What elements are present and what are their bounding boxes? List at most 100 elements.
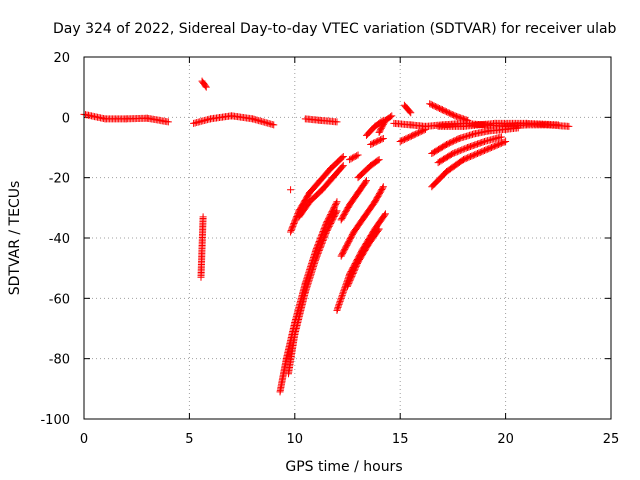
y-tick-label: -60	[49, 292, 70, 307]
data-point	[319, 237, 327, 245]
data-point	[458, 146, 466, 154]
data-point	[338, 163, 346, 171]
data-point	[287, 186, 295, 194]
data-point	[421, 125, 429, 133]
data-point	[315, 248, 323, 256]
data-point	[453, 148, 461, 156]
data-point	[336, 297, 344, 305]
data-point	[514, 124, 522, 132]
data-point	[337, 296, 345, 304]
data-point	[333, 305, 341, 313]
data-point	[320, 235, 328, 243]
data-point	[375, 225, 383, 233]
data-point	[374, 226, 382, 234]
y-tick-label: 20	[53, 51, 70, 66]
x-tick-label: 20	[497, 432, 514, 447]
data-point	[333, 118, 341, 126]
data-point	[379, 184, 387, 192]
data-point	[362, 178, 370, 186]
y-tick-label: -80	[49, 353, 70, 368]
data-point	[314, 249, 322, 257]
data-point	[335, 300, 343, 308]
data-point	[462, 116, 470, 124]
data-point	[321, 232, 329, 240]
data-point	[347, 275, 355, 283]
data-point	[164, 118, 172, 126]
data-point	[333, 306, 341, 314]
data-point	[316, 244, 324, 252]
data-point	[454, 135, 462, 143]
data-point	[321, 231, 329, 239]
data-point	[379, 134, 387, 142]
data-point	[379, 183, 387, 191]
data-point	[313, 252, 321, 260]
data-point	[502, 137, 510, 145]
data-point	[479, 138, 487, 146]
data-point	[565, 122, 573, 130]
data-point	[407, 109, 415, 117]
data-point	[339, 288, 347, 296]
data-point	[464, 116, 472, 124]
data-point	[455, 147, 463, 155]
y-axis-label: SDTVAR / TECUs	[7, 181, 23, 296]
data-point	[344, 281, 352, 289]
data-point	[381, 210, 389, 218]
x-tick-label: 0	[80, 432, 88, 447]
data-point	[318, 239, 326, 247]
data-points	[80, 77, 573, 396]
data-point	[315, 247, 323, 255]
data-point	[378, 135, 386, 143]
data-point	[554, 121, 562, 129]
data-point	[332, 199, 340, 207]
data-point	[333, 207, 341, 215]
data-point	[462, 144, 470, 152]
data-point	[450, 149, 458, 157]
data-point	[388, 112, 396, 120]
x-tick-label: 10	[287, 432, 304, 447]
data-point	[352, 264, 360, 272]
data-point	[353, 152, 361, 160]
data-point	[362, 177, 370, 185]
data-point	[500, 138, 508, 146]
data-point	[270, 121, 278, 129]
grid-lines	[84, 57, 611, 419]
data-point	[350, 268, 358, 276]
data-point	[344, 282, 351, 290]
data-point	[339, 162, 347, 170]
data-point	[420, 126, 428, 134]
data-point	[316, 245, 324, 253]
x-tick-label: 5	[185, 432, 193, 447]
y-tick-label: -40	[49, 232, 70, 247]
data-point	[349, 269, 357, 277]
data-point	[337, 294, 345, 302]
data-point	[379, 116, 387, 124]
data-point	[201, 82, 209, 90]
y-tick-label: -100	[40, 413, 70, 428]
data-point	[456, 147, 464, 155]
data-point	[497, 133, 505, 141]
data-point	[351, 265, 359, 273]
data-point	[312, 255, 320, 263]
x-tick-label: 15	[392, 432, 409, 447]
data-point	[348, 271, 356, 279]
data-point	[340, 285, 348, 293]
x-axis-label: GPS time / hours	[285, 459, 402, 475]
data-point	[378, 117, 386, 125]
data-point	[197, 273, 205, 281]
data-point	[312, 254, 320, 262]
data-point	[334, 303, 342, 311]
data-point	[338, 154, 346, 162]
data-point	[339, 290, 347, 298]
data-point	[317, 241, 325, 249]
data-point	[338, 293, 346, 301]
data-point	[345, 278, 353, 286]
data-point	[352, 262, 360, 270]
data-point	[320, 234, 328, 242]
data-point	[336, 299, 344, 307]
data-point	[353, 261, 361, 269]
data-point	[406, 108, 414, 116]
data-point	[348, 272, 356, 280]
data-point	[461, 145, 469, 153]
data-point	[381, 211, 389, 219]
y-tick-label: 0	[62, 111, 70, 126]
